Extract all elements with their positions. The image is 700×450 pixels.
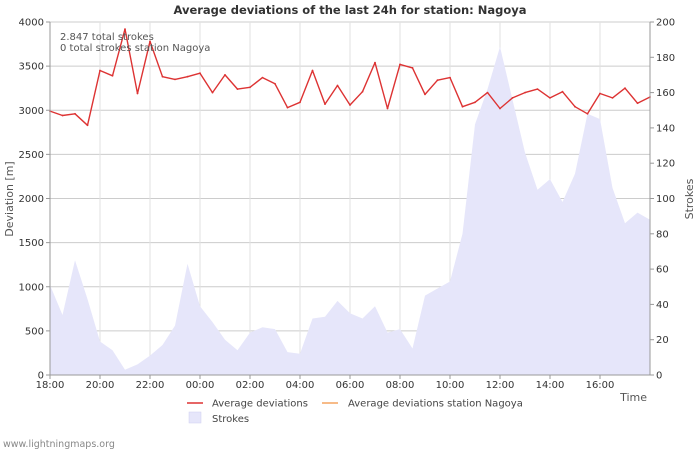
average-deviations-point <box>349 104 351 106</box>
x-tick-label: 08:00 <box>386 380 415 391</box>
y-right-tick-label: 180 <box>656 53 675 64</box>
x-axis-label: Time <box>619 391 647 404</box>
y-right-tick-label: 160 <box>656 88 675 99</box>
annotation-station-strokes: 0 total strokes station Nagoya <box>60 43 210 54</box>
y-left-tick-label: 2500 <box>19 150 44 161</box>
legend: Average deviations Average deviations st… <box>187 399 523 425</box>
average-deviations-point <box>461 105 464 108</box>
x-tick-label: 16:00 <box>586 380 615 391</box>
average-deviations-point <box>261 76 264 79</box>
x-tick-label: 00:00 <box>186 380 215 391</box>
x-tick-label: 22:00 <box>136 380 165 391</box>
average-deviations-point <box>199 72 201 75</box>
x-tick-label: 10:00 <box>436 380 465 391</box>
average-deviations-point <box>411 67 414 69</box>
x-tick-label: 18:00 <box>36 380 65 391</box>
y-left-tick-label: 1000 <box>19 282 44 293</box>
x-tick-label: 20:00 <box>86 380 115 391</box>
average-deviations-point <box>436 79 439 82</box>
y-right-tick-label: 200 <box>656 18 675 29</box>
average-deviations-point <box>299 101 301 104</box>
average-deviations-point <box>499 107 501 110</box>
x-tick-label: 02:00 <box>236 380 265 391</box>
average-deviations-point <box>449 76 451 79</box>
average-deviations-point <box>311 69 314 72</box>
average-deviations-point <box>636 102 639 105</box>
legend-label-strokes: Strokes <box>212 414 249 425</box>
average-deviations-point <box>561 90 564 93</box>
y-right-tick-label: 140 <box>656 123 675 134</box>
average-deviations-point <box>574 105 576 108</box>
average-deviations-point <box>99 69 101 72</box>
legend-label-average-deviations: Average deviations <box>212 399 308 410</box>
average-deviations-point <box>374 61 376 64</box>
average-deviations-point <box>286 106 289 109</box>
average-deviations-point <box>174 78 176 81</box>
average-deviations-point <box>136 92 139 95</box>
strokes-series <box>50 46 650 375</box>
y-right-tick-label: 120 <box>656 159 675 170</box>
x-tick-label: 06:00 <box>336 380 365 391</box>
strokes-area <box>50 46 650 375</box>
x-tick-label: 12:00 <box>486 380 515 391</box>
average-deviations-point <box>611 97 614 99</box>
average-deviations-point <box>599 92 601 95</box>
average-deviations-point <box>236 88 239 90</box>
average-deviations-point <box>111 74 114 77</box>
y-right-tick-label: 60 <box>656 265 669 276</box>
average-deviations-point <box>549 97 551 99</box>
average-deviations-point <box>186 75 189 78</box>
y-left-tick-label: 500 <box>25 326 44 337</box>
annotation-total-strokes: 2.847 total strokes <box>60 32 154 43</box>
average-deviations-point <box>586 112 589 115</box>
y-left-tick-label: 4000 <box>19 18 44 29</box>
average-deviations-point <box>511 97 514 99</box>
footer-credit: www.lightningmaps.org <box>3 439 115 450</box>
chart-title: Average deviations of the last 24h for s… <box>173 3 526 17</box>
y-right-tick-label: 0 <box>656 371 662 382</box>
average-deviations-point <box>486 91 489 94</box>
average-deviations-point <box>149 40 151 43</box>
average-deviations-series <box>49 28 651 127</box>
average-deviations-point <box>324 103 326 105</box>
average-deviations-point <box>74 112 76 115</box>
average-deviations-point <box>336 84 339 87</box>
y-right-tick-label: 100 <box>656 194 675 205</box>
y-axis-left-label: Deviation [m] <box>3 161 16 236</box>
y-right-tick-label: 80 <box>656 229 669 240</box>
y-left-tick-label: 3500 <box>19 62 44 73</box>
y-left-tick-label: 0 <box>38 371 44 382</box>
y-right-tick-label: 40 <box>656 300 669 311</box>
legend-swatch-strokes <box>188 411 202 424</box>
x-tick-label: 14:00 <box>536 380 565 391</box>
average-deviations-point <box>386 107 389 110</box>
average-deviations-point <box>86 124 89 127</box>
average-deviations-point <box>161 75 164 78</box>
average-deviations-point <box>424 93 426 96</box>
average-deviations-point <box>249 86 251 89</box>
average-deviations-point <box>224 74 226 76</box>
y-left-tick-label: 3000 <box>19 106 44 117</box>
legend-label-station-deviations: Average deviations station Nagoya <box>348 399 523 410</box>
average-deviations-point <box>536 88 539 90</box>
average-deviations-point <box>399 63 401 66</box>
average-deviations-point <box>61 114 64 117</box>
average-deviations-point <box>524 91 526 94</box>
x-tick-label: 04:00 <box>286 380 315 391</box>
y-right-tick-label: 20 <box>656 335 669 346</box>
average-deviations-point <box>274 82 276 85</box>
average-deviations-point <box>361 90 364 93</box>
y-axis-right-label: Strokes <box>683 178 696 219</box>
average-deviations-point <box>211 91 214 94</box>
average-deviations-point <box>124 28 126 30</box>
average-deviations-point <box>474 101 476 104</box>
y-left-tick-label: 1500 <box>19 238 44 249</box>
average-deviations-point <box>624 87 626 90</box>
y-left-tick-label: 2000 <box>19 194 44 205</box>
